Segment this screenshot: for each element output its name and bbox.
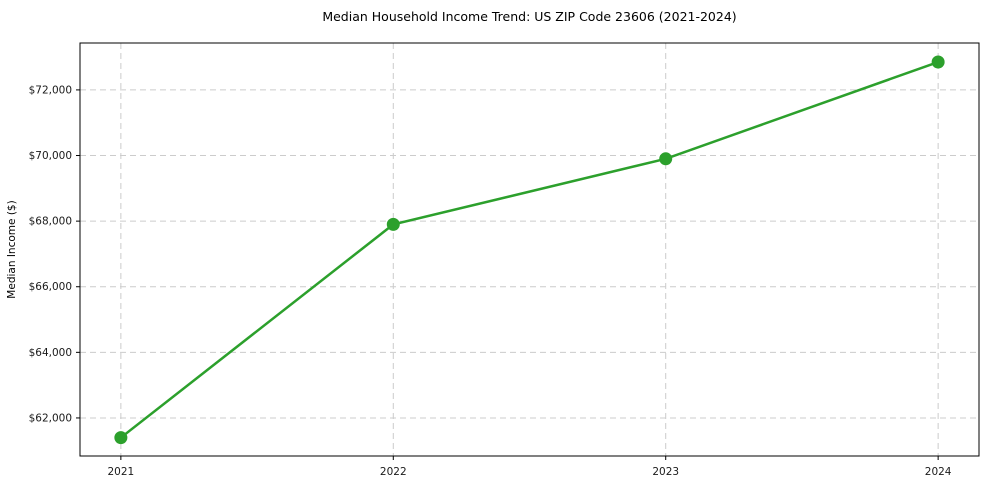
income-trend-line [119,60,940,439]
data-point-2022 [386,217,400,231]
y-tick-label: $72,000 [29,84,72,96]
x-tick-label: 2023 [652,466,679,478]
y-tick-label: $68,000 [29,216,72,228]
chart-title: Median Household Income Trend: US ZIP Co… [322,9,736,24]
plot-border [79,42,980,457]
data-point-2024 [931,55,945,69]
x-tick-label: 2021 [107,466,134,478]
y-tick-label: $62,000 [29,412,72,424]
x-tick-label: 2024 [925,466,952,478]
y-tick-label: $66,000 [29,281,72,293]
y-axis-label: Median Income ($) [6,200,18,298]
x-tick-label: 2022 [380,466,407,478]
series-layer [114,55,945,445]
y-tick-label: $70,000 [29,150,72,162]
grid-layer [80,43,979,456]
data-point-2021 [114,431,128,445]
axis-layer: $62,000 $64,000 $66,000 $68,000 $70,000 $72,0… [29,84,952,478]
data-point-2023 [659,152,673,166]
y-tick-label: $64,000 [29,347,72,359]
